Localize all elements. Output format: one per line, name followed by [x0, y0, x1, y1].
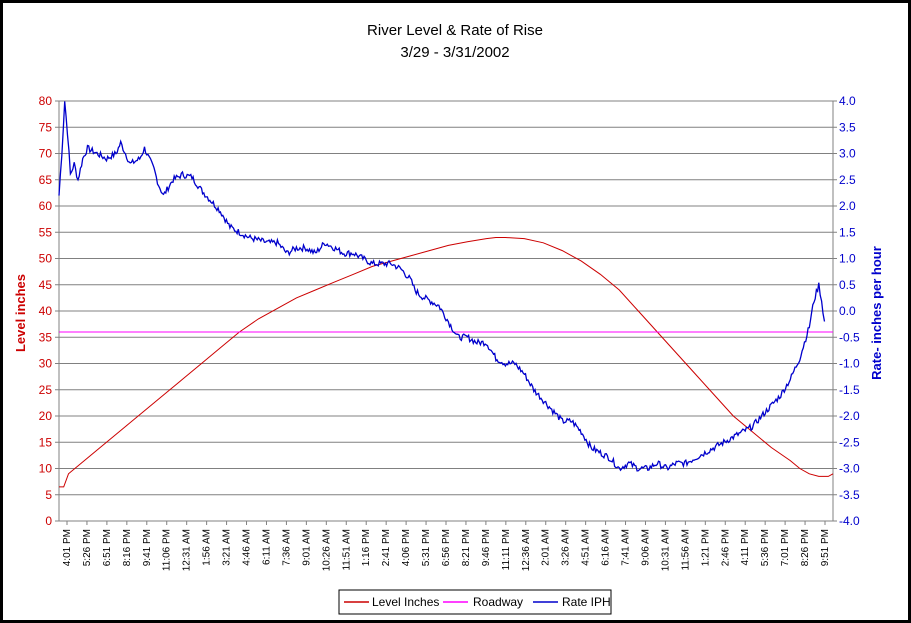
x-tick-label: 6:51 PM — [102, 529, 113, 566]
right-tick-label: -4.0 — [839, 514, 860, 528]
left-tick-label: 35 — [39, 330, 53, 344]
x-tick-label: 4:11 PM — [740, 529, 751, 566]
left-tick-label: 25 — [39, 383, 53, 397]
x-tick-label: 4:46 AM — [242, 529, 253, 566]
gridlines — [59, 126, 833, 496]
x-tick-label: 2:01 AM — [541, 529, 552, 566]
x-tick-label: 9:01 AM — [301, 529, 312, 566]
left-tick-label: 0 — [45, 514, 52, 528]
x-tick-label: 8:21 PM — [461, 529, 472, 566]
x-tick-label: 5:26 PM — [82, 529, 93, 566]
left-tick-label: 15 — [39, 435, 53, 449]
left-tick-label: 50 — [39, 252, 53, 266]
right-tick-label: -3.5 — [839, 488, 860, 502]
x-tick-label: 2:41 PM — [381, 529, 392, 566]
x-tick-label: 8:16 PM — [122, 529, 133, 566]
left-tick-label: 60 — [39, 199, 53, 213]
right-axis-title: Rate- inches per hour — [869, 246, 884, 380]
left-tick-label: 10 — [39, 462, 53, 476]
right-tick-label: 0.5 — [839, 278, 856, 292]
x-tick-label: 8:26 PM — [800, 529, 811, 566]
right-tick-label: 2.0 — [839, 199, 856, 213]
legend: Level Inches Roadway Rate IPH — [338, 589, 612, 615]
left-tick-label: 5 — [45, 488, 52, 502]
x-tick-label: 12:36 AM — [521, 529, 532, 571]
x-tick-label: 4:06 PM — [401, 529, 412, 566]
right-tick-label: 0.0 — [839, 304, 856, 318]
x-tick-label: 11:06 PM — [162, 529, 173, 571]
x-tick-label: 9:51 PM — [820, 529, 831, 566]
series-line-rate-iph — [58, 101, 826, 472]
x-tick-label: 5:31 PM — [421, 529, 432, 566]
left-tick-label: 70 — [39, 147, 53, 161]
x-tick-label: 4:01 PM — [62, 529, 73, 566]
legend-label-roadway: Roadway — [473, 595, 523, 609]
left-tick-label: 80 — [39, 94, 53, 108]
x-tick-label: 5:36 PM — [760, 529, 771, 566]
left-tick-label: 75 — [39, 120, 53, 134]
right-axis-ticks: -4.0 -3.5 -3.0 -2.5 -2.0 -1.5 -1.0 -0.5 0.0 0.5 1.… — [833, 94, 860, 528]
legend-label-level: Level Inches — [372, 595, 439, 609]
right-tick-label: 4.0 — [839, 94, 856, 108]
right-tick-label: 1.0 — [839, 252, 856, 266]
x-tick-label: 10:26 AM — [321, 529, 332, 571]
left-tick-label: 65 — [39, 173, 53, 187]
right-tick-label: -2.0 — [839, 409, 860, 423]
series-lines — [58, 101, 834, 488]
x-tick-label: 6:11 AM — [261, 529, 272, 565]
x-tick-label: 11:11 PM — [501, 529, 512, 570]
x-tick-label: 9:46 PM — [481, 529, 492, 566]
right-tick-label: 3.0 — [839, 147, 856, 161]
right-tick-label: -3.0 — [839, 462, 860, 476]
right-tick-label: 3.5 — [839, 120, 856, 134]
x-tick-label: 12:31 AM — [182, 529, 193, 571]
x-tick-label: 2:46 PM — [720, 529, 731, 566]
left-tick-label: 30 — [39, 357, 53, 371]
right-tick-label: 2.5 — [839, 173, 856, 187]
x-tick-label: 6:16 AM — [601, 529, 612, 566]
left-axis-title: Level inches — [13, 274, 28, 352]
x-tick-label: 9:41 PM — [142, 529, 153, 566]
left-tick-label: 55 — [39, 225, 53, 239]
x-tick-label: 10:31 AM — [660, 529, 671, 571]
x-tick-label: 3:26 AM — [561, 529, 572, 566]
legend-label-rate: Rate IPH — [562, 595, 611, 609]
left-tick-label: 40 — [39, 304, 53, 318]
x-tick-label: 1:21 PM — [700, 529, 711, 566]
x-tick-label: 7:36 AM — [281, 529, 292, 566]
chart-canvas: River Level & Rate of Rise 3/29 - 3/31/2… — [13, 22, 884, 615]
right-tick-label: 1.5 — [839, 225, 856, 239]
x-tick-label: 1:16 PM — [361, 529, 372, 566]
x-tick-label: 11:56 AM — [680, 529, 691, 571]
right-tick-label: -1.5 — [839, 383, 860, 397]
right-tick-label: -1.0 — [839, 357, 860, 371]
x-axis-ticks: 4:01 PM 5:26 PM 6:51 PM 8:16 PM 9:41 PM 11:06… — [62, 521, 831, 571]
chart-frame: River Level & Rate of Rise 3/29 - 3/31/2… — [3, 3, 908, 620]
left-tick-label: 45 — [39, 278, 53, 292]
right-tick-label: -0.5 — [839, 330, 860, 344]
series-line-level-inches — [59, 237, 834, 488]
x-tick-label: 9:06 AM — [640, 529, 651, 566]
x-tick-label: 7:41 AM — [621, 529, 632, 566]
chart-subtitle: 3/29 - 3/31/2002 — [400, 44, 509, 61]
left-tick-label: 20 — [39, 409, 53, 423]
chart-title: River Level & Rate of Rise — [367, 22, 543, 39]
x-tick-label: 4:51 AM — [581, 529, 592, 566]
x-tick-label: 1:56 AM — [202, 529, 213, 566]
x-tick-label: 3:21 AM — [222, 529, 233, 566]
x-tick-label: 7:01 PM — [780, 529, 791, 566]
legend-box — [338, 589, 612, 615]
right-tick-label: -2.5 — [839, 435, 860, 449]
x-tick-label: 11:51 AM — [341, 529, 352, 571]
x-tick-label: 6:56 PM — [441, 529, 452, 566]
left-axis-ticks: 0 5 10 15 20 25 30 35 40 45 50 55 60 65 70 75 80 — [39, 94, 59, 528]
